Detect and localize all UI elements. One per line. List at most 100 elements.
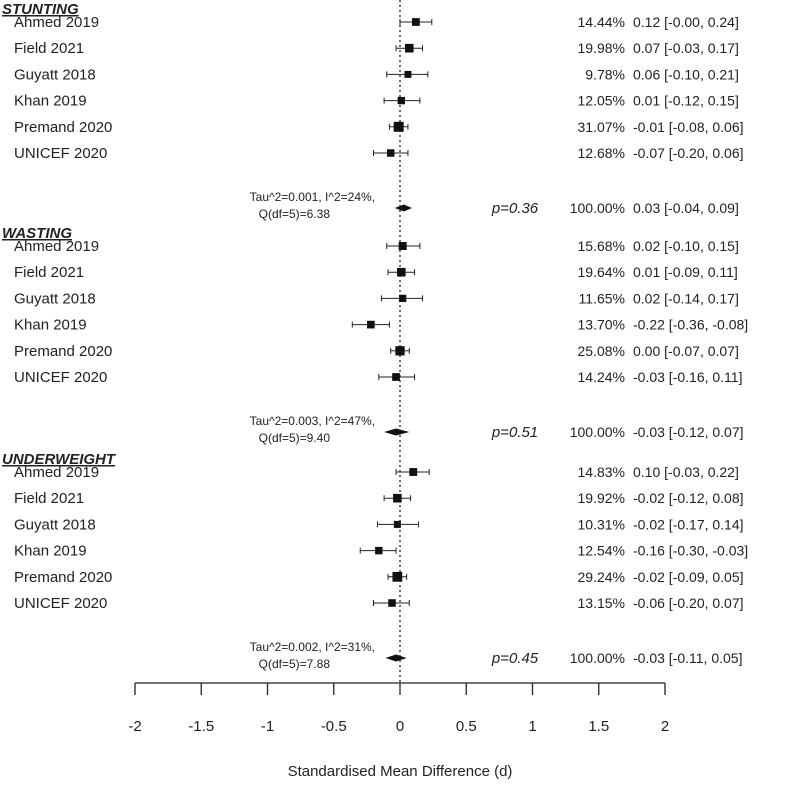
ci-label: 0.07 [-0.03, 0.17] <box>633 40 739 56</box>
ci-label: 0.01 [-0.12, 0.15] <box>633 93 739 109</box>
ci-label: 0.02 [-0.10, 0.15] <box>633 238 739 254</box>
heterogeneity-line-2: Q(df=5)=9.40 <box>259 431 331 445</box>
point-estimate <box>393 121 404 132</box>
study-row: Field 2021 19.98% 0.07 [-0.03, 0.17] <box>14 40 739 57</box>
weight-label: 14.24% <box>578 369 625 385</box>
weight-label: 9.78% <box>585 66 625 82</box>
study-row: Premand 2020 25.08% 0.00 [-0.07, 0.07] <box>14 343 739 360</box>
ci-label: -0.16 [-0.30, -0.03] <box>633 543 748 559</box>
study-row: Guyatt 2018 9.78% 0.06 [-0.10, 0.21] <box>14 66 739 83</box>
point-estimate <box>409 468 418 476</box>
study-label: Premand 2020 <box>14 343 112 360</box>
weight-label: 10.31% <box>578 516 625 532</box>
study-row: Ahmed 2019 14.83% 0.10 [-0.03, 0.22] <box>14 464 739 481</box>
study-label: Field 2021 <box>14 40 84 57</box>
x-tick-label: -1.5 <box>188 718 214 735</box>
p-value: p=0.51 <box>491 424 538 441</box>
study-row: Guyatt 2018 10.31% -0.02 [-0.17, 0.14] <box>14 516 744 533</box>
ci-label: -0.02 [-0.09, 0.05] <box>633 569 744 585</box>
heterogeneity-line-1: Tau^2=0.002, I^2=31%, <box>250 640 375 654</box>
point-estimate <box>398 242 407 250</box>
point-estimate <box>404 43 414 53</box>
point-estimate <box>393 520 401 528</box>
p-value: p=0.36 <box>491 200 539 217</box>
study-label: UNICEF 2020 <box>14 145 107 162</box>
heterogeneity-line-2: Q(df=5)=6.38 <box>259 207 331 221</box>
weight-label: 14.44% <box>578 14 625 30</box>
ci-label: 0.00 [-0.07, 0.07] <box>633 343 739 359</box>
study-row: Field 2021 19.92% -0.02 [-0.12, 0.08] <box>14 490 744 507</box>
study-label: Premand 2020 <box>14 569 112 586</box>
summary-ci-label: -0.03 [-0.11, 0.05] <box>633 650 742 666</box>
weight-label: 31.07% <box>578 119 625 135</box>
study-label: Guyatt 2018 <box>14 290 96 307</box>
study-label: Field 2021 <box>14 490 84 507</box>
study-row: UNICEF 2020 14.24% -0.03 [-0.16, 0.11] <box>14 369 742 386</box>
weight-label: 19.64% <box>578 264 625 280</box>
point-estimate <box>404 70 412 78</box>
point-estimate <box>367 320 375 329</box>
summary-diamond <box>384 428 410 436</box>
summary-ci-label: 0.03 [-0.04, 0.09] <box>633 200 739 216</box>
weight-label: 13.70% <box>578 317 625 333</box>
x-axis-title: Standardised Mean Difference (d) <box>288 763 513 780</box>
x-tick-label: -0.5 <box>321 718 347 735</box>
ci-label: 0.12 [-0.00, 0.24] <box>633 14 739 30</box>
ci-label: 0.06 [-0.10, 0.21] <box>633 66 739 82</box>
point-estimate <box>375 546 383 555</box>
x-tick-label: 0 <box>396 718 404 735</box>
point-estimate <box>395 346 405 356</box>
summary-row: Tau^2=0.001, I^2=24%, Q(df=5)=6.38 p=0.36 1… <box>250 190 739 221</box>
study-row: Guyatt 2018 11.65% 0.02 [-0.14, 0.17] <box>14 290 739 307</box>
weight-label: 13.15% <box>578 595 625 611</box>
study-label: Ahmed 2019 <box>14 14 99 31</box>
x-tick-label: 1.5 <box>588 718 609 735</box>
study-row: Ahmed 2019 14.44% 0.12 [-0.00, 0.24] <box>14 14 739 31</box>
point-estimate <box>397 96 406 105</box>
summary-weight: 100.00% <box>570 650 625 666</box>
point-estimate <box>392 373 400 381</box>
heterogeneity-line-2: Q(df=5)=7.88 <box>259 657 331 671</box>
point-estimate <box>392 571 403 582</box>
study-label: Field 2021 <box>14 264 84 281</box>
x-tick-label: 0.5 <box>456 718 477 735</box>
study-row: Khan 2019 13.70% -0.22 [-0.36, -0.08] <box>14 317 748 334</box>
study-row: Field 2021 19.64% 0.01 [-0.09, 0.11] <box>14 264 738 281</box>
x-tick-label: 1 <box>528 718 536 735</box>
study-row: Premand 2020 29.24% -0.02 [-0.09, 0.05] <box>14 569 744 586</box>
study-label: Ahmed 2019 <box>14 464 99 481</box>
ci-label: -0.07 [-0.20, 0.06] <box>633 145 744 161</box>
study-row: Khan 2019 12.54% -0.16 [-0.30, -0.03] <box>14 543 748 560</box>
ci-label: -0.03 [-0.16, 0.11] <box>633 369 742 385</box>
study-label: Guyatt 2018 <box>14 66 96 83</box>
summary-row: Tau^2=0.002, I^2=31%, Q(df=5)=7.88 p=0.45 1… <box>250 640 743 671</box>
weight-label: 15.68% <box>578 238 625 254</box>
study-label: Khan 2019 <box>14 317 87 334</box>
p-value: p=0.45 <box>491 650 539 667</box>
ci-label: 0.02 [-0.14, 0.17] <box>633 290 739 306</box>
study-row: Ahmed 2019 15.68% 0.02 [-0.10, 0.15] <box>14 238 739 255</box>
study-label: Guyatt 2018 <box>14 516 96 533</box>
weight-label: 11.65% <box>579 290 625 306</box>
heterogeneity-line-1: Tau^2=0.003, I^2=47%, <box>250 414 375 428</box>
x-tick-label: -1 <box>261 718 274 735</box>
group-label: WASTING <box>2 225 72 242</box>
study-label: UNICEF 2020 <box>14 369 107 386</box>
point-estimate <box>393 493 402 503</box>
weight-label: 12.68% <box>578 145 625 161</box>
point-estimate <box>386 149 395 157</box>
ci-label: -0.02 [-0.17, 0.14] <box>633 516 744 532</box>
summary-diamond <box>385 654 407 662</box>
study-label: Khan 2019 <box>14 543 87 560</box>
point-estimate <box>388 599 396 607</box>
heterogeneity-line-1: Tau^2=0.001, I^2=24%, <box>250 190 375 204</box>
x-tick-label: -2 <box>128 718 141 735</box>
summary-weight: 100.00% <box>570 200 625 216</box>
ci-label: -0.02 [-0.12, 0.08] <box>633 490 744 506</box>
weight-label: 14.83% <box>578 464 625 480</box>
group-label: UNDERWEIGHT <box>2 451 117 468</box>
ci-label: 0.01 [-0.09, 0.11] <box>633 264 738 280</box>
